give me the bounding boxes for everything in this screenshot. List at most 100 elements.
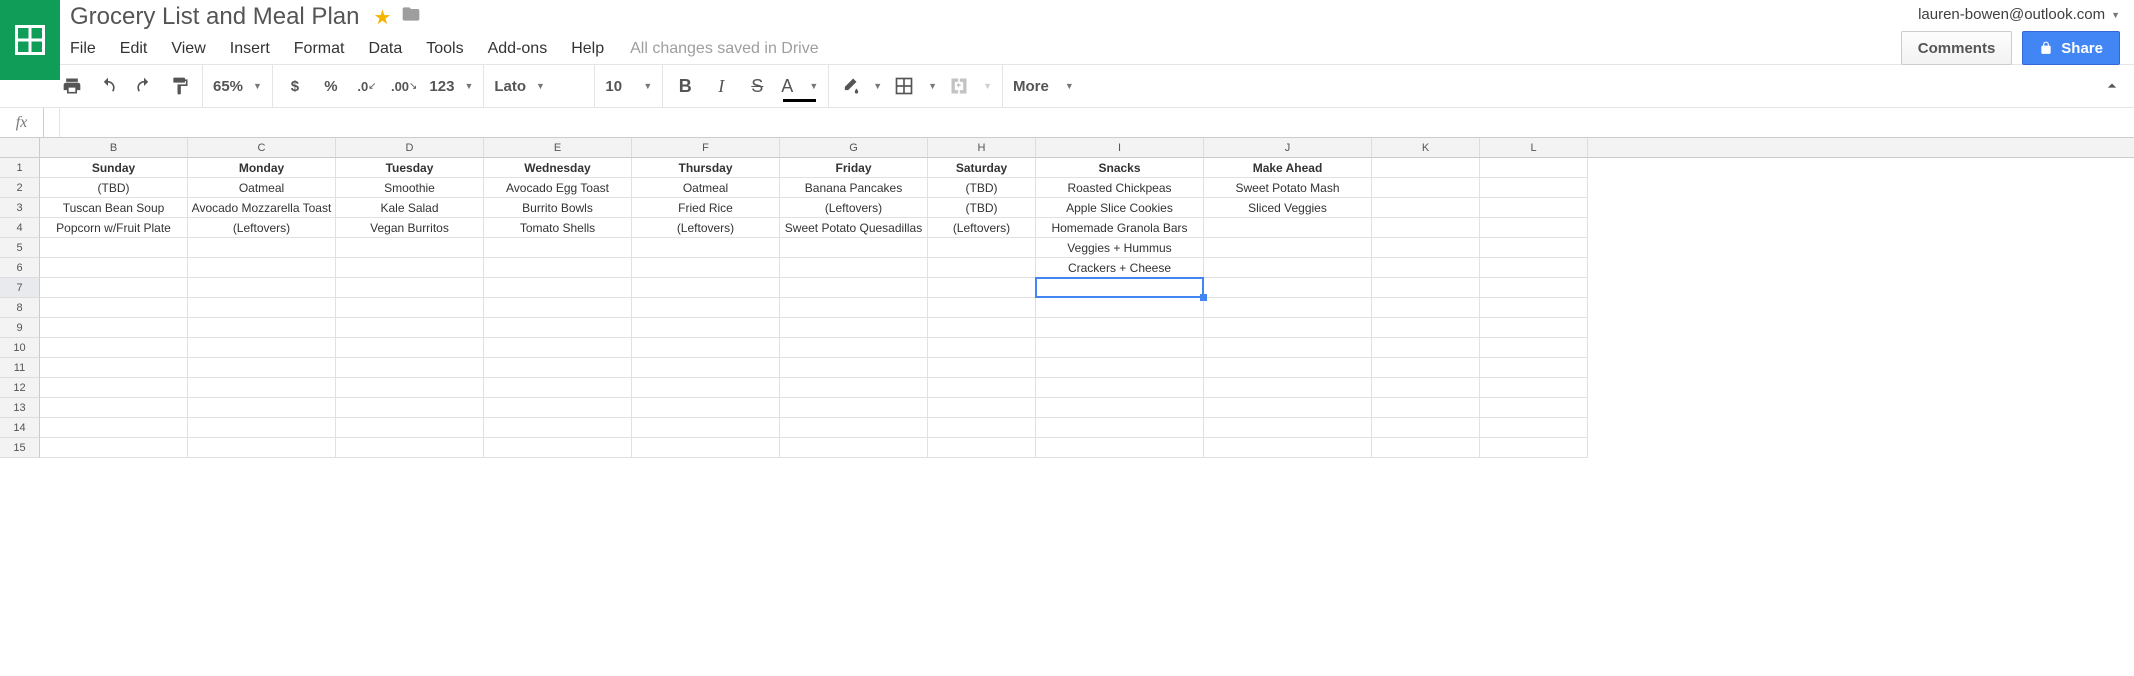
cell[interactable]: (TBD) xyxy=(928,178,1036,198)
cell[interactable] xyxy=(484,238,632,258)
cell[interactable] xyxy=(1036,318,1204,338)
cell[interactable] xyxy=(1372,438,1480,458)
cell[interactable] xyxy=(40,398,188,418)
cell[interactable]: Oatmeal xyxy=(632,178,780,198)
cell[interactable] xyxy=(336,278,484,298)
cell[interactable] xyxy=(1480,318,1588,338)
cell[interactable]: Roasted Chickpeas xyxy=(1036,178,1204,198)
column-header[interactable]: L xyxy=(1480,138,1588,157)
star-icon[interactable]: ★ xyxy=(373,5,391,30)
cell[interactable] xyxy=(1480,398,1588,418)
cell[interactable] xyxy=(928,318,1036,338)
cell[interactable] xyxy=(336,258,484,278)
cell[interactable] xyxy=(1480,278,1588,298)
formula-input[interactable] xyxy=(60,108,2134,137)
column-header[interactable]: C xyxy=(188,138,336,157)
cell[interactable]: Smoothie xyxy=(336,178,484,198)
cell[interactable] xyxy=(632,358,780,378)
cell[interactable]: Wednesday xyxy=(484,158,632,178)
row-header[interactable]: 6 xyxy=(0,258,40,278)
cell[interactable]: Saturday xyxy=(928,158,1036,178)
cell[interactable] xyxy=(40,298,188,318)
cell[interactable] xyxy=(1480,438,1588,458)
cell[interactable] xyxy=(928,238,1036,258)
column-header[interactable]: F xyxy=(632,138,780,157)
cell[interactable]: (Leftovers) xyxy=(632,218,780,238)
cell[interactable] xyxy=(188,418,336,438)
cell[interactable] xyxy=(1204,418,1372,438)
cell[interactable] xyxy=(780,238,928,258)
cell[interactable] xyxy=(1372,318,1480,338)
cell[interactable] xyxy=(632,298,780,318)
cell[interactable]: Sliced Veggies xyxy=(1204,198,1372,218)
merge-cells-dropdown[interactable]: ▼ xyxy=(949,72,992,100)
cell[interactable] xyxy=(336,418,484,438)
cell[interactable] xyxy=(1480,198,1588,218)
cell[interactable] xyxy=(188,238,336,258)
cell[interactable] xyxy=(928,378,1036,398)
cell[interactable] xyxy=(1480,378,1588,398)
cell[interactable] xyxy=(1204,318,1372,338)
menu-help[interactable]: Help xyxy=(559,36,616,62)
cell[interactable] xyxy=(780,298,928,318)
cell[interactable] xyxy=(1480,298,1588,318)
cell[interactable] xyxy=(40,438,188,458)
strikethrough-button[interactable]: S xyxy=(745,72,769,100)
cell[interactable] xyxy=(1204,298,1372,318)
cell[interactable] xyxy=(1204,278,1372,298)
cell[interactable] xyxy=(780,338,928,358)
column-header[interactable]: J xyxy=(1204,138,1372,157)
cell[interactable] xyxy=(780,378,928,398)
cell[interactable]: (TBD) xyxy=(40,178,188,198)
row-header[interactable]: 11 xyxy=(0,358,40,378)
cell[interactable] xyxy=(1372,338,1480,358)
cell[interactable]: Oatmeal xyxy=(188,178,336,198)
cell[interactable] xyxy=(1204,358,1372,378)
cell[interactable]: Sweet Potato Mash xyxy=(1204,178,1372,198)
column-header[interactable]: I xyxy=(1036,138,1204,157)
cell[interactable] xyxy=(1480,218,1588,238)
cell[interactable]: Veggies + Hummus xyxy=(1036,238,1204,258)
zoom-dropdown[interactable]: 65%▼ xyxy=(213,78,262,95)
comments-button[interactable]: Comments xyxy=(1901,31,2013,65)
row-header[interactable]: 8 xyxy=(0,298,40,318)
cell[interactable]: Snacks xyxy=(1036,158,1204,178)
cell[interactable] xyxy=(780,438,928,458)
cell[interactable]: Crackers + Cheese xyxy=(1036,258,1204,278)
cell[interactable] xyxy=(928,298,1036,318)
cell[interactable] xyxy=(188,398,336,418)
column-header[interactable]: D xyxy=(336,138,484,157)
cell[interactable] xyxy=(1372,158,1480,178)
cell[interactable] xyxy=(780,398,928,418)
cell[interactable] xyxy=(40,338,188,358)
cell[interactable] xyxy=(1036,398,1204,418)
row-header[interactable]: 4 xyxy=(0,218,40,238)
cell[interactable] xyxy=(336,338,484,358)
cell[interactable]: Tuscan Bean Soup xyxy=(40,198,188,218)
cell[interactable] xyxy=(1036,358,1204,378)
cell[interactable] xyxy=(632,238,780,258)
cell[interactable] xyxy=(336,318,484,338)
print-icon[interactable] xyxy=(60,72,84,100)
cell[interactable] xyxy=(1204,238,1372,258)
cell[interactable] xyxy=(40,238,188,258)
share-button[interactable]: Share xyxy=(2022,31,2120,65)
cell[interactable] xyxy=(1480,258,1588,278)
cell[interactable] xyxy=(188,358,336,378)
row-header[interactable]: 2 xyxy=(0,178,40,198)
cell[interactable] xyxy=(1204,338,1372,358)
cell[interactable]: Tomato Shells xyxy=(484,218,632,238)
cell[interactable] xyxy=(1204,258,1372,278)
column-header[interactable]: K xyxy=(1372,138,1480,157)
cell[interactable] xyxy=(780,318,928,338)
cell[interactable] xyxy=(336,438,484,458)
cell[interactable] xyxy=(484,258,632,278)
cell[interactable] xyxy=(1372,398,1480,418)
cell[interactable]: Fried Rice xyxy=(632,198,780,218)
cell[interactable] xyxy=(336,398,484,418)
paint-format-icon[interactable] xyxy=(168,72,192,100)
row-header[interactable]: 10 xyxy=(0,338,40,358)
cell[interactable] xyxy=(484,378,632,398)
column-header[interactable]: G xyxy=(780,138,928,157)
cell[interactable] xyxy=(1480,418,1588,438)
